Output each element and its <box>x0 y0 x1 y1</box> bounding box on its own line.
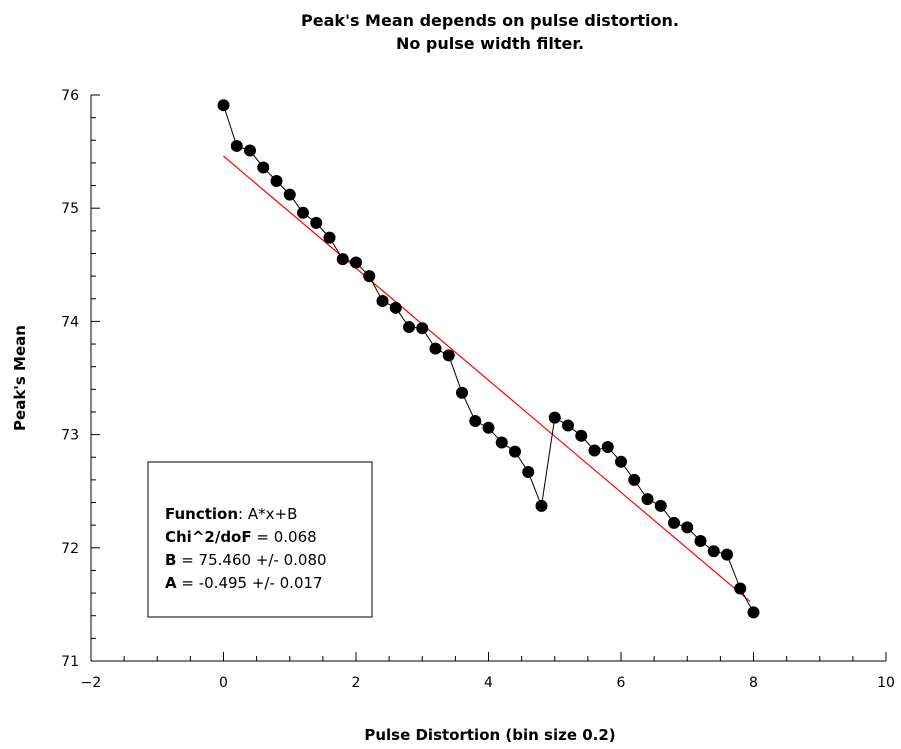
annotation-key: Chi^2/doF <box>165 528 252 546</box>
data-point <box>257 161 270 174</box>
data-point <box>575 429 588 442</box>
data-point <box>336 253 349 266</box>
data-point <box>442 349 455 362</box>
y-tick-label: 71 <box>61 654 79 670</box>
data-point <box>350 256 362 269</box>
annotation-value: = -0.495 +/- 0.017 <box>177 574 323 592</box>
data-point <box>217 99 230 112</box>
data-point <box>694 535 707 548</box>
data-point <box>509 445 521 458</box>
data-point <box>297 206 309 219</box>
x-axis-label: Pulse Distortion (bin size 0.2) <box>364 726 615 744</box>
y-tick-label: 76 <box>61 88 79 104</box>
data-point <box>495 436 508 449</box>
chart-title: Peak's Mean depends on pulse distortion. <box>301 11 679 30</box>
data-point <box>548 411 561 424</box>
data-point <box>668 516 680 529</box>
annotation-line: Function: A*x+B <box>165 505 297 523</box>
data-point <box>270 175 283 188</box>
data-point <box>681 521 694 534</box>
data-point <box>601 441 614 454</box>
data-point <box>588 444 601 457</box>
data-point <box>641 493 654 506</box>
data-point <box>389 301 402 314</box>
y-tick-label: 73 <box>61 428 79 444</box>
x-tick-label: −2 <box>81 675 102 691</box>
annotation-line: Chi^2/doF = 0.068 <box>165 528 317 546</box>
annotation-line: A = -0.495 +/- 0.017 <box>165 574 323 592</box>
data-point <box>363 270 376 283</box>
y-tick-label: 74 <box>61 314 79 330</box>
chart-title: No pulse width filter. <box>396 34 584 53</box>
data-point <box>310 216 323 229</box>
data-point <box>615 455 627 468</box>
x-tick-label: 2 <box>352 675 361 691</box>
data-point <box>283 188 296 201</box>
data-point <box>323 231 336 244</box>
data-point <box>707 545 720 558</box>
data-point <box>628 473 641 486</box>
x-tick-label: 4 <box>484 675 493 691</box>
annotation-key: B <box>165 551 176 569</box>
data-point <box>456 386 468 399</box>
data-point <box>230 139 243 152</box>
data-point <box>403 321 415 334</box>
data-point <box>482 421 495 434</box>
data-point <box>734 582 747 595</box>
data-point <box>376 295 389 308</box>
data-point <box>429 342 442 355</box>
y-axis-label: Peak's Mean <box>11 325 29 431</box>
annotation-value: : A*x+B <box>238 505 297 523</box>
data-point <box>562 419 574 432</box>
data-point <box>535 499 548 512</box>
data-point <box>244 144 256 157</box>
x-tick-label: 10 <box>877 675 895 691</box>
annotation-key: A <box>165 574 177 592</box>
fit-line <box>223 155 751 603</box>
data-point <box>747 606 760 619</box>
x-tick-label: 8 <box>749 675 758 691</box>
data-point <box>721 548 733 561</box>
x-tick-label: 6 <box>617 675 626 691</box>
x-tick-label: 0 <box>219 675 228 691</box>
annotation-value: = 75.460 +/- 0.080 <box>176 551 326 569</box>
y-tick-label: 72 <box>61 541 79 557</box>
annotation-box <box>147 461 373 618</box>
y-tick-label: 75 <box>61 201 79 217</box>
data-point <box>654 499 667 512</box>
data-point <box>469 415 482 428</box>
annotation-value: = 0.068 <box>252 528 317 546</box>
data-point <box>416 322 429 335</box>
annotation-line: B = 75.460 +/- 0.080 <box>165 551 327 569</box>
data-point <box>522 465 535 478</box>
annotation-key: Function <box>165 505 238 523</box>
